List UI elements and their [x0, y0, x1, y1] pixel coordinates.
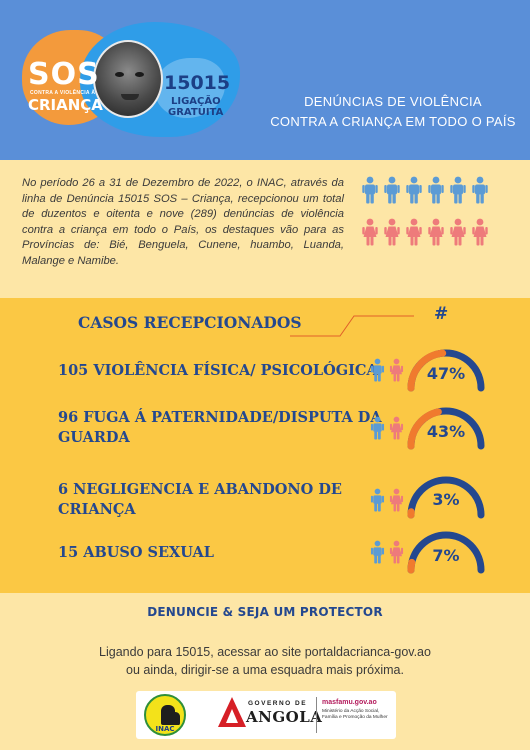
gauge-abuso [407, 531, 485, 574]
gauge-fill [407, 349, 447, 392]
hotline-line2: GRATUITA [168, 107, 224, 118]
case-label-negligencia: 6 NEGLIGENCIA E ABANDONO DE CRIANÇA [58, 481, 342, 518]
case-people-icons [369, 356, 407, 384]
case-label-paternidade: 96 FUGA Á PATERNIDADE/DISPUTA DA GUARDA [58, 409, 382, 446]
girl-figure-icon [388, 538, 405, 566]
case-people-icons [369, 486, 407, 514]
partner-logos: INAC GOVERNO DE ANGOLA masfamu.gov.ao Mi… [136, 691, 396, 739]
boy-figure-icon [369, 356, 386, 384]
header-banner: SOS CONTRA A VIOLÊNCIA À CRIANÇA 15015 L… [0, 0, 530, 160]
intro-section: No período 26 a 31 de Dezembro de 2022, … [0, 160, 530, 298]
case-label-abuso: 15 ABUSO SEXUAL [58, 544, 214, 561]
girl-figure-icon [448, 218, 468, 246]
gauge-track [407, 476, 485, 519]
logo-divider [316, 697, 317, 733]
cases-section: CASOS RECEPCIONADOS # 105 VIOLÊNCIA FÍSI… [0, 298, 530, 593]
girl-figure-icon [388, 356, 405, 384]
boys-icon-row [360, 176, 510, 206]
girl-figure-icon [388, 486, 405, 514]
girl-figure-icon [388, 414, 405, 442]
boy-figure-icon [369, 538, 386, 566]
intro-paragraph: No período 26 a 31 de Dezembro de 2022, … [22, 177, 344, 267]
gauge-violencia [407, 349, 485, 392]
call-to-action-title: DENUNCIE & SEJA UM PROTECTOR [147, 605, 383, 619]
inac-logo-icon [144, 694, 186, 736]
highlight-blob-shape [155, 58, 225, 118]
percent-paternidade: 43% [426, 422, 466, 441]
contact-info: Ligando para 15015, acessar ao site port… [40, 643, 490, 679]
page-title-line1: DENÚNCIAS DE VIOLÊNCIA [304, 94, 482, 109]
boy-figure-icon [448, 176, 468, 204]
inac-logo-text: INAC [155, 725, 175, 733]
boy-figure-icon [404, 176, 424, 204]
girl-figure-icon [404, 218, 424, 246]
gauge-negligencia [407, 476, 485, 519]
page-title: DENÚNCIAS DE VIOLÊNCIA CONTRA A CRIANÇA … [268, 92, 518, 132]
boy-figure-icon [369, 486, 386, 514]
girls-icon-row [360, 218, 510, 248]
page-title-line2: CONTRA A CRIANÇA EM TODO O PAÍS [270, 114, 516, 129]
gov-de-text: GOVERNO DE [248, 700, 308, 707]
sos-logo-text: SOS [28, 57, 100, 92]
connector-line [290, 315, 414, 337]
girl-figure-icon [426, 218, 446, 246]
boy-figure-icon [426, 176, 446, 204]
hotline-number: 15015 [164, 72, 231, 94]
masfamu-subtitle: Ministério da Acção Social, Família e Pr… [322, 709, 388, 720]
gauge-fill [407, 558, 416, 574]
column-mark: # [434, 304, 449, 324]
boy-figure-icon [470, 176, 490, 204]
percent-abuso: 7% [432, 546, 460, 565]
gauge-track [407, 531, 485, 574]
masfamu-logo-text: masfamu.gov.ao [322, 699, 377, 706]
case-label-violencia: 105 VIOLÊNCIA FÍSICA/ PSICOLÓGICA [58, 362, 378, 379]
sos-logo-crianca: CRIANÇA [28, 96, 103, 114]
percent-violencia: 47% [426, 364, 466, 383]
gauge-paternidade [407, 407, 485, 450]
cases-title: CASOS RECEPCIONADOS [78, 313, 302, 332]
gauge-fill [407, 408, 442, 450]
boy-figure-icon [382, 176, 402, 204]
contact-line2: ou ainda, dirigir-se a uma esquadra mais… [126, 663, 404, 677]
girl-figure-icon [382, 218, 402, 246]
boy-figure-icon [369, 414, 386, 442]
case-people-icons [369, 414, 407, 442]
angola-emblem-inner [226, 709, 238, 723]
case-people-icons [369, 538, 407, 566]
gov-angola-text: ANGOLA [246, 708, 323, 726]
percent-negligencia: 3% [432, 490, 460, 509]
girl-figure-icon [470, 218, 490, 246]
contact-line1: Ligando para 15015, acessar ao site port… [99, 645, 431, 659]
hotline-line1: LIGAÇÃO [171, 96, 221, 107]
child-photo [93, 40, 163, 118]
footer-section: DENUNCIE & SEJA UM PROTECTOR Ligando par… [0, 593, 530, 750]
girl-figure-icon [360, 218, 380, 246]
sos-logo-subtitle: CONTRA A VIOLÊNCIA À [30, 90, 96, 96]
boy-figure-icon [360, 176, 380, 204]
